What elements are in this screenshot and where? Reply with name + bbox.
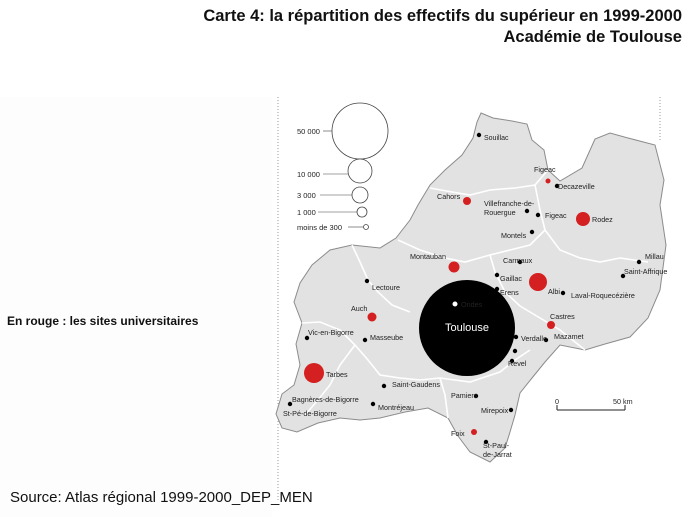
city-symbol [304,363,324,383]
city-label: Millau [645,252,664,261]
city-symbol-ondes [451,300,459,308]
city-symbol [576,212,590,226]
city-label: Albi [548,287,560,296]
city-label: Foix [451,429,465,438]
city-symbol [463,197,471,205]
city-label: Lectoure [372,283,400,292]
legend-circle-3000 [351,186,369,204]
city-symbol [362,337,368,343]
city-label: Cahors [437,192,461,201]
city-symbol [381,383,387,389]
city-label: Verdalle [521,334,547,343]
city-label: St-Pé-de-Bigorre [283,409,337,418]
legend-circle-50000 [331,102,389,160]
city-label: Pamiers [451,391,478,400]
city-symbol [287,401,293,407]
city-symbol [364,278,370,284]
city-label: Carmaux [503,256,533,265]
source-caption: Source: Atlas régional 1999-2000_DEP_MEN [10,489,313,506]
legend-label: 1 000 [297,208,316,217]
city-label: de-Jarrat [483,450,512,459]
city-label: Montréjeau [378,403,414,412]
city-symbol [543,337,549,343]
city-label: Tarbes [326,370,348,379]
city-label: Ondes [461,300,483,309]
city-symbol [545,178,551,184]
city-label: Figeac [534,165,556,174]
city-label: Mazamet [554,332,584,341]
city-symbol [560,290,566,296]
left-panel [0,97,272,517]
legend: 50 000 10 000 3 000 1 000 moins de 300 [297,102,389,232]
city-label: Bagnères-de-Bigorre [292,395,359,404]
legend-label: 3 000 [297,191,316,200]
city-symbol [370,401,376,407]
city-label: Rouergue [484,208,516,217]
city-symbol [535,212,541,218]
city-label: Montauban [410,252,446,261]
city-label: Mirepoix [481,406,509,415]
city-symbol [476,132,482,138]
legend-circle-300 [363,224,369,230]
city-symbol [547,321,555,329]
city-symbol [620,273,626,279]
city-symbol [494,286,500,292]
legend-label: 50 000 [297,127,320,136]
city-label: Villefranche-de- [484,199,535,208]
map-title: Carte 4: la répartition des effectifs du… [203,7,682,25]
city-label: Revel [508,359,527,368]
city-label: Masseube [370,333,403,342]
legend-label: 10 000 [297,170,320,179]
city-label: Auch [351,304,367,313]
city-symbol [509,358,515,364]
city-symbol-toulouse [419,280,515,376]
city-symbol [473,393,479,399]
map-subtitle: Académie de Toulouse [503,28,683,46]
legend-circle-10000 [347,158,373,184]
city-symbol [367,312,377,322]
city-label: Souillac [484,135,509,142]
city-label: Decazeville [558,182,595,191]
city-symbol [483,439,489,445]
city-symbol [508,407,514,413]
city-symbol [448,261,460,273]
city-symbols [287,132,642,445]
city-symbol [524,208,530,214]
city-symbol [494,272,500,278]
scale-end: 50 km [613,397,633,406]
city-symbol [471,429,477,435]
legend-circle-1000 [356,206,368,218]
city-label: Saint-Gaudens [392,380,440,389]
city-label: Castres [550,312,575,321]
city-label: Saint-Affrique [624,267,667,276]
scale-bar: 0 50 km [555,397,633,411]
city-label-toulouse: Toulouse [445,322,489,334]
city-label: Montels [501,231,527,240]
city-label: Rodez [592,215,613,224]
city-symbol [512,348,518,354]
city-symbol [554,183,560,189]
city-label: Erens [500,288,519,297]
legend-label: moins de 300 [297,223,342,232]
city-label: Laval-Roquecézière [571,291,635,300]
city-label: St-Paul- [483,441,510,450]
city-symbol [517,259,523,265]
city-symbol [513,334,519,340]
city-symbol [636,259,642,265]
city-symbol [529,229,535,235]
city-label: Gaillac [500,274,522,283]
scale-start: 0 [555,397,559,406]
city-label: Vic-en-Bigorre [308,328,354,337]
legend-note: En rouge : les sites universitaires [7,314,199,328]
city-symbol [529,273,547,291]
city-symbol [304,335,310,341]
city-label: Figeac [545,211,567,220]
city-labels: Souillac Figeac Decazeville Cahors Ville… [283,135,667,459]
